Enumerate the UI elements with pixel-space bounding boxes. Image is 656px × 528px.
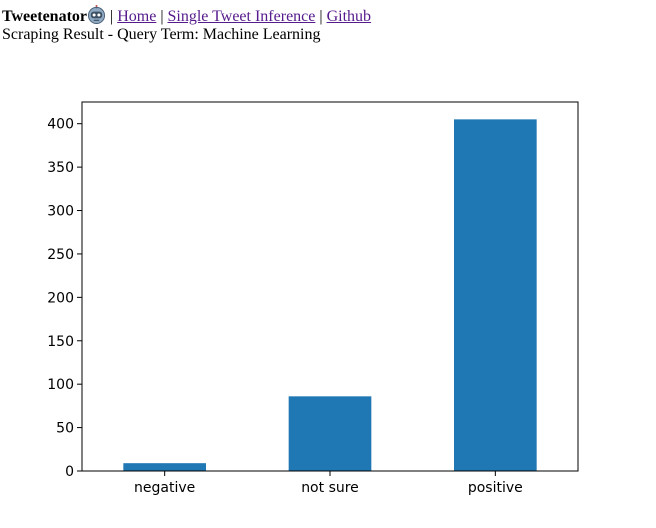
nav-separator: | bbox=[160, 8, 164, 25]
chart-bar bbox=[288, 396, 372, 471]
home-link[interactable]: Home bbox=[117, 8, 157, 25]
y-tick-label: 300 bbox=[47, 204, 74, 220]
single-tweet-inference-link[interactable]: Single Tweet Inference bbox=[167, 8, 316, 25]
y-tick-label: 400 bbox=[47, 117, 74, 133]
y-tick-label: 350 bbox=[47, 160, 74, 176]
chart-bar bbox=[123, 463, 206, 471]
chart-bar bbox=[454, 119, 537, 471]
x-tick-label: negative bbox=[134, 480, 195, 496]
nav-separator: | bbox=[319, 8, 323, 25]
y-tick-label: 250 bbox=[47, 247, 74, 263]
nav-separator: | bbox=[110, 8, 114, 25]
brand-title: Tweetenator bbox=[2, 8, 87, 25]
plot-frame bbox=[81, 101, 579, 472]
y-tick-label: 100 bbox=[47, 377, 74, 393]
robot-icon bbox=[87, 5, 106, 24]
y-tick-label: 50 bbox=[56, 421, 74, 437]
github-link[interactable]: Github bbox=[326, 8, 372, 25]
x-tick-label: not sure bbox=[301, 480, 359, 496]
page-subtitle: Scraping Result - Query Term: Machine Le… bbox=[2, 26, 321, 43]
x-tick-label: positive bbox=[468, 480, 523, 496]
y-tick-label: 150 bbox=[47, 334, 74, 350]
y-tick-label: 0 bbox=[65, 464, 74, 480]
top-nav: Tweetenator | Home | Single Tweet Infere… bbox=[2, 5, 371, 26]
y-tick-label: 200 bbox=[47, 290, 74, 306]
